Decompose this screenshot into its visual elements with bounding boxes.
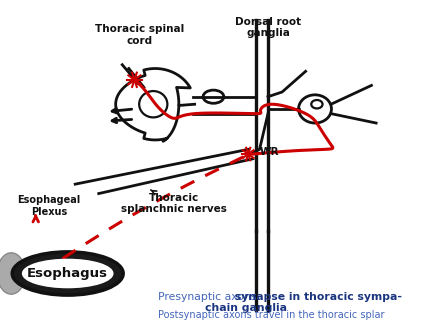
Ellipse shape	[22, 259, 113, 288]
Text: Esophagus: Esophagus	[27, 267, 108, 280]
Text: chain ganglia: chain ganglia	[205, 303, 287, 313]
Ellipse shape	[12, 252, 123, 295]
Text: WR: WR	[260, 147, 279, 157]
Text: Thoracic spinal
cord: Thoracic spinal cord	[95, 24, 184, 46]
Text: Esophageal
Plexus: Esophageal Plexus	[17, 196, 80, 217]
Text: Presynaptic axons: Presynaptic axons	[158, 292, 260, 302]
Text: Postsynaptic axons travel in the thoracic splar: Postsynaptic axons travel in the thoraci…	[158, 310, 384, 320]
Text: Dorsal root
ganglia: Dorsal root ganglia	[235, 17, 301, 38]
Text: Thoracic
splanchnic nerves: Thoracic splanchnic nerves	[121, 190, 227, 215]
Text: synapse in thoracic sympa-: synapse in thoracic sympa-	[235, 292, 402, 302]
Ellipse shape	[0, 253, 25, 294]
